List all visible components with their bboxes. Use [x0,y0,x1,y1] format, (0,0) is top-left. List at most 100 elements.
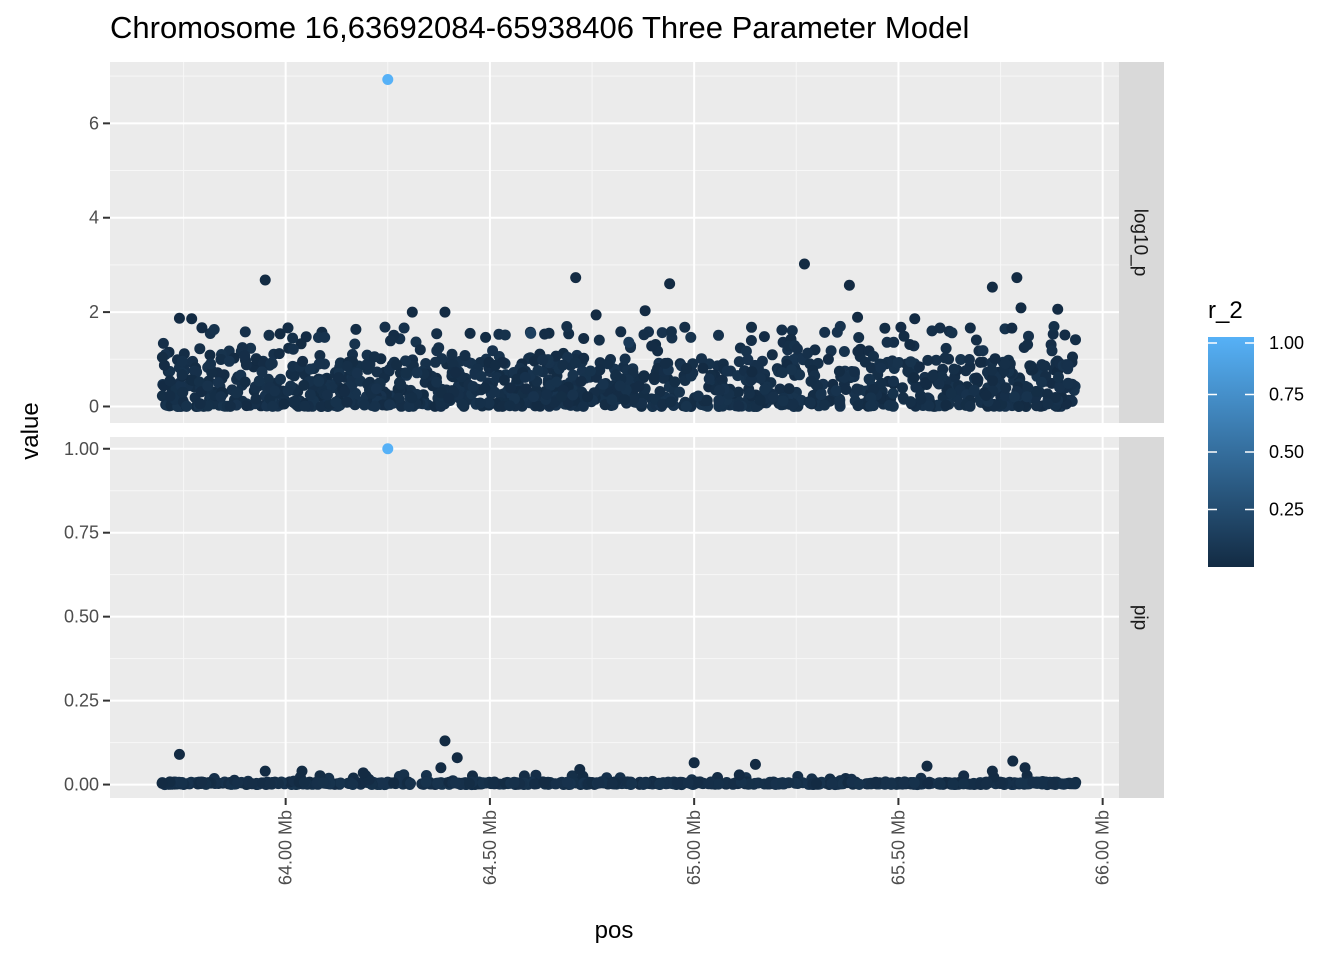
snp-point [682,777,694,789]
snp-point [930,354,942,366]
snp-point [504,400,516,412]
snp-point [489,359,501,371]
snp-point [449,777,461,789]
snp-point [740,345,752,357]
snp-point [529,778,541,790]
snp-point [665,326,677,338]
snp-point [955,354,967,365]
snp-point [406,392,418,404]
snp-point [915,393,927,405]
y-tick-label: 0.25 [64,691,99,711]
snp-point [1046,345,1058,357]
snp-point [804,397,816,409]
snp-point [819,326,831,338]
snp-point [205,358,217,370]
snp-point [745,374,757,386]
snp-point [369,351,380,363]
snp-point [758,331,770,343]
snp-point [881,336,893,348]
snp-point [499,329,511,341]
snp-point [578,352,590,364]
snp-point [940,399,952,411]
snp-point [1030,385,1042,397]
snp-point [1052,303,1064,315]
x-tick-label: 66.00 Mb [1093,810,1113,885]
snp-point [987,375,999,387]
snp-point [296,765,308,777]
snp-point [946,327,958,339]
facet-panel-pip: 0.00 0.25 0.50 0.75 1.00 pip [64,437,1164,798]
snp-point [567,389,579,401]
snp-point [646,340,658,352]
snp-point [574,763,586,775]
snp-point [265,358,277,370]
snp-point [371,366,383,378]
snp-point [186,313,198,325]
snp-point [223,355,235,367]
snp-point [787,398,799,410]
snp-point [713,394,725,406]
snp-point [833,365,845,377]
snp-point [393,392,405,404]
snp-point [934,778,946,790]
snp-point [843,279,855,291]
snp-point [339,386,350,397]
snp-point [1067,351,1078,363]
snp-point [429,356,441,368]
legend-tick-label: 0.75 [1269,385,1304,405]
snp-point [744,778,756,790]
snp-point [176,369,188,381]
snp-point [1011,272,1023,284]
snp-point [232,777,244,789]
snp-point [208,324,220,335]
snp-point [1000,382,1012,394]
snp-point [746,366,758,378]
snp-point [541,389,553,400]
snp-point [578,333,590,344]
snp-point [674,386,685,398]
snp-cloud-pip [156,769,1082,791]
snp-point [245,342,257,354]
snp-point [863,373,875,385]
snp-point [887,388,899,399]
snp-point [475,370,487,382]
snp-point [865,400,877,412]
snp-point [590,309,602,321]
snp-point [456,398,468,410]
snp-point [989,353,1001,365]
snp-point [246,778,258,790]
snp-point [1006,322,1018,334]
snp-point [561,776,573,788]
y-tick-label: 0.75 [64,523,99,543]
snp-point [350,323,362,335]
snp-point [239,326,251,338]
snp-point [654,778,666,790]
snp-point [895,321,907,333]
snp-point [287,343,299,355]
snp-point [532,365,544,376]
snp-point [968,384,980,396]
snp-point [204,349,216,361]
snp-point [177,386,189,398]
snp-point [834,320,846,332]
snp-point [834,397,846,409]
snp-point [633,380,645,392]
snp-point [920,377,931,389]
snp-point [838,346,850,357]
snp-point [1067,778,1079,790]
snp-point [439,735,451,747]
snp-point [948,363,960,375]
snp-point [619,394,631,406]
snp-point [570,272,582,284]
snp-point [349,338,361,350]
snp-point [239,376,251,388]
snp-point [819,399,831,411]
snp-point [313,358,325,370]
snp-point [215,354,227,365]
snp-point [1047,778,1059,790]
snp-point [811,778,822,790]
snp-point [742,354,754,366]
snp-point [411,367,423,379]
snp-point [822,353,834,365]
snp-point [212,377,224,389]
